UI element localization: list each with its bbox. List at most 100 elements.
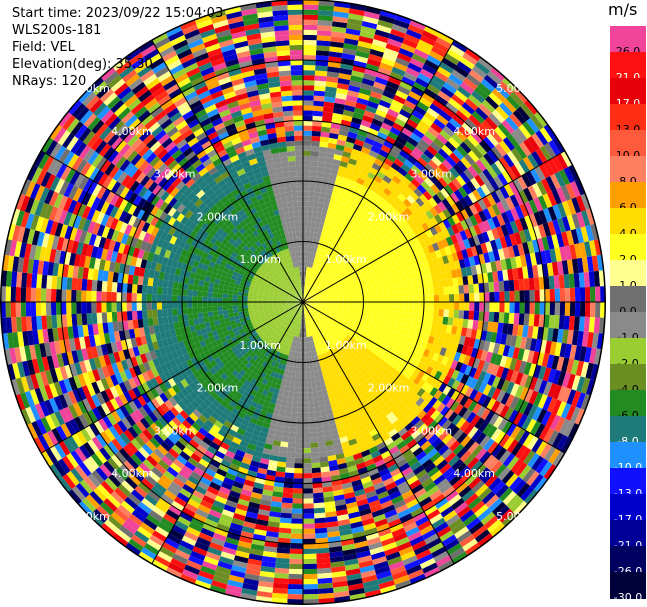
velocity-bin [518, 464, 532, 480]
velocity-bin [294, 304, 300, 309]
velocity-bin [351, 263, 358, 270]
velocity-bin [470, 265, 478, 276]
velocity-bin [169, 529, 184, 541]
velocity-bin [383, 338, 391, 346]
velocity-bin [171, 444, 183, 455]
velocity-bin [404, 33, 420, 45]
velocity-bin [176, 515, 191, 527]
velocity-bin [312, 487, 324, 494]
velocity-bin [246, 443, 257, 451]
velocity-bin [494, 159, 506, 173]
velocity-bin [236, 545, 251, 554]
velocity-bin [310, 320, 314, 326]
velocity-bin [326, 319, 332, 325]
velocity-bin [289, 345, 294, 352]
velocity-bin [336, 457, 347, 465]
velocity-bin [554, 302, 561, 316]
velocity-bin [467, 356, 476, 368]
velocity-bin [469, 302, 475, 311]
velocity-bin [560, 151, 573, 167]
velocity-bin [338, 467, 349, 475]
velocity-bin [271, 393, 279, 400]
velocity-bin [486, 398, 497, 411]
velocity-bin [514, 462, 528, 477]
velocity-bin [317, 243, 322, 250]
velocity-bin [376, 171, 386, 180]
velocity-bin [356, 326, 363, 332]
velocity-bin [453, 242, 462, 253]
velocity-bin [223, 541, 238, 551]
velocity-bin [389, 229, 397, 237]
velocity-bin [357, 254, 365, 261]
velocity-bin [273, 318, 279, 323]
velocity-bin [259, 431, 268, 439]
velocity-bin [559, 246, 567, 261]
velocity-bin [357, 92, 370, 101]
velocity-bin [359, 278, 366, 284]
velocity-bin [325, 278, 331, 283]
velocity-bin [365, 490, 378, 499]
velocity-bin [391, 527, 406, 538]
velocity-bin [434, 413, 445, 424]
velocity-bin [471, 480, 485, 494]
velocity-bin [303, 347, 306, 353]
velocity-bin [537, 326, 544, 340]
velocity-bin [207, 546, 222, 557]
velocity-bin [182, 483, 195, 495]
velocity-bin [330, 402, 338, 410]
velocity-bin [303, 488, 314, 494]
velocity-bin [338, 299, 344, 302]
velocity-bin [242, 365, 250, 373]
velocity-bin [225, 355, 233, 363]
velocity-bin [434, 426, 446, 438]
velocity-bin [411, 540, 427, 551]
velocity-bin [452, 317, 459, 327]
velocity-bin [227, 467, 238, 477]
velocity-bin [463, 453, 476, 466]
velocity-bin [473, 224, 482, 236]
velocity-bin [412, 209, 422, 220]
velocity-bin [284, 308, 290, 312]
velocity-bin [314, 512, 326, 519]
velocity-bin [598, 317, 605, 334]
velocity-bin [202, 523, 217, 533]
velocity-bin [324, 240, 330, 247]
velocity-bin [333, 264, 339, 270]
velocity-bin [196, 376, 206, 385]
velocity-bin [420, 203, 430, 214]
velocity-bin [275, 367, 282, 374]
velocity-bin [563, 166, 575, 184]
velocity-bin [538, 379, 548, 395]
velocity-bin [499, 302, 505, 313]
velocity-bin [330, 342, 336, 349]
velocity-bin [307, 392, 314, 398]
velocity-bin [418, 302, 424, 309]
velocity-bin [337, 378, 345, 385]
velocity-bin [181, 535, 197, 547]
velocity-bin [467, 426, 479, 439]
velocity-bin [291, 371, 296, 378]
velocity-bin [396, 381, 405, 390]
velocity-bin [307, 321, 310, 327]
velocity-bin [411, 483, 424, 495]
velocity-bin [548, 139, 561, 156]
velocity-bin [307, 303, 313, 306]
velocity-bin [374, 200, 383, 208]
velocity-bin [238, 328, 245, 335]
velocity-bin [422, 334, 430, 343]
velocity-bin [282, 343, 287, 350]
velocity-bin [225, 384, 234, 393]
velocity-bin [487, 205, 497, 218]
velocity-bin [161, 455, 173, 467]
velocity-bin [329, 261, 335, 267]
velocity-bin [505, 394, 515, 408]
velocity-bin [270, 371, 276, 378]
velocity-bin [303, 292, 306, 298]
velocity-bin [427, 173, 438, 184]
velocity-bin [130, 489, 145, 502]
velocity-bin [456, 432, 468, 444]
velocity-bin [425, 219, 434, 229]
velocity-bin [418, 454, 430, 466]
velocity-bin [322, 373, 328, 380]
velocity-bin [382, 310, 389, 316]
